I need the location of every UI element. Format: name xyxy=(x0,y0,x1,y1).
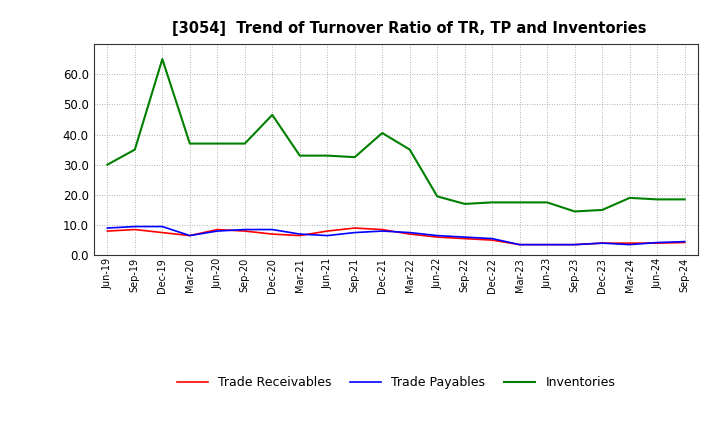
Inventories xyxy=(240,141,249,146)
Inventories xyxy=(680,197,689,202)
Trade Payables xyxy=(130,224,139,229)
Trade Payables xyxy=(543,242,552,247)
Trade Receivables xyxy=(516,242,524,247)
Trade Payables xyxy=(460,235,469,240)
Inventories xyxy=(103,162,112,167)
Trade Receivables xyxy=(460,236,469,241)
Inventories xyxy=(213,141,222,146)
Trade Receivables xyxy=(405,231,414,237)
Inventories xyxy=(295,153,304,158)
Trade Receivables xyxy=(351,225,359,231)
Trade Payables xyxy=(488,236,497,241)
Inventories xyxy=(268,112,276,117)
Inventories xyxy=(516,200,524,205)
Trade Receivables xyxy=(433,235,441,240)
Trade Payables xyxy=(598,241,606,246)
Trade Payables xyxy=(158,224,166,229)
Inventories xyxy=(460,201,469,206)
Trade Receivables xyxy=(570,242,579,247)
Trade Payables xyxy=(268,227,276,232)
Trade Receivables xyxy=(543,242,552,247)
Trade Payables xyxy=(626,242,634,247)
Trade Payables xyxy=(405,230,414,235)
Line: Inventories: Inventories xyxy=(107,59,685,212)
Trade Payables xyxy=(653,240,662,245)
Trade Receivables xyxy=(268,231,276,237)
Inventories xyxy=(570,209,579,214)
Trade Payables xyxy=(186,233,194,238)
Trade Receivables xyxy=(186,233,194,238)
Trade Payables xyxy=(378,228,387,234)
Trade Receivables xyxy=(295,233,304,238)
Trade Receivables xyxy=(378,227,387,232)
Inventories xyxy=(378,130,387,136)
Inventories xyxy=(186,141,194,146)
Trade Receivables xyxy=(130,227,139,232)
Trade Payables xyxy=(213,228,222,234)
Trade Receivables xyxy=(240,228,249,234)
Trade Receivables xyxy=(103,228,112,234)
Inventories xyxy=(433,194,441,199)
Trade Payables xyxy=(433,233,441,238)
Inventories xyxy=(351,154,359,160)
Trade Payables xyxy=(240,227,249,232)
Trade Receivables xyxy=(598,241,606,246)
Inventories xyxy=(130,147,139,152)
Line: Trade Payables: Trade Payables xyxy=(107,227,685,245)
Trade Receivables xyxy=(680,240,689,245)
Trade Receivables xyxy=(653,241,662,246)
Trade Payables xyxy=(295,231,304,237)
Trade Payables xyxy=(323,233,332,238)
Legend: Trade Receivables, Trade Payables, Inventories: Trade Receivables, Trade Payables, Inven… xyxy=(171,371,621,394)
Trade Payables xyxy=(351,230,359,235)
Trade Payables xyxy=(570,242,579,247)
Trade Receivables xyxy=(488,238,497,243)
Inventories xyxy=(488,200,497,205)
Inventories xyxy=(626,195,634,201)
Trade Receivables xyxy=(158,230,166,235)
Line: Trade Receivables: Trade Receivables xyxy=(107,228,685,245)
Trade Payables xyxy=(680,239,689,244)
Inventories xyxy=(323,153,332,158)
Text: [3054]  Trend of Turnover Ratio of TR, TP and Inventories: [3054] Trend of Turnover Ratio of TR, TP… xyxy=(172,21,647,36)
Trade Receivables xyxy=(626,241,634,246)
Inventories xyxy=(405,147,414,152)
Inventories xyxy=(158,56,166,62)
Trade Payables xyxy=(103,225,112,231)
Inventories xyxy=(598,207,606,213)
Trade Receivables xyxy=(323,228,332,234)
Inventories xyxy=(653,197,662,202)
Trade Payables xyxy=(516,242,524,247)
Inventories xyxy=(543,200,552,205)
Trade Receivables xyxy=(213,227,222,232)
